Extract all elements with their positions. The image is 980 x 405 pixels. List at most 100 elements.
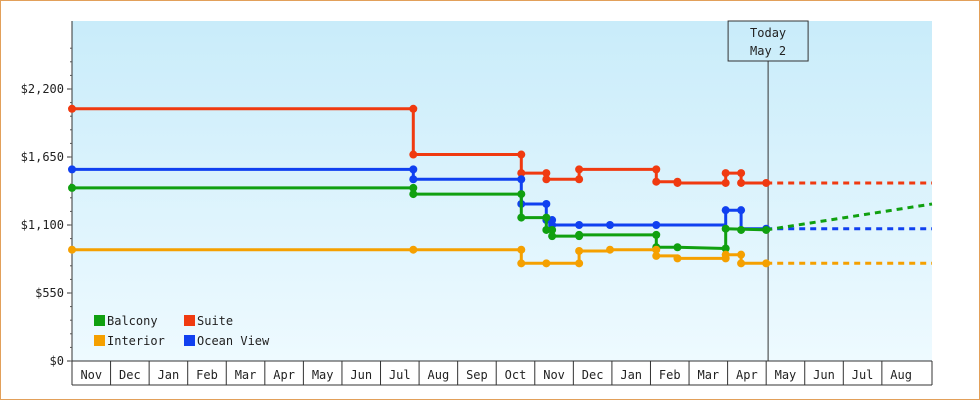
month-label: Apr xyxy=(736,368,758,382)
data-point-suite xyxy=(721,169,730,178)
data-point-suite xyxy=(652,165,661,174)
data-point-interior xyxy=(605,245,614,254)
y-tick-label: $550 xyxy=(35,286,64,300)
data-point-interior xyxy=(652,251,661,260)
legend-swatch-balcony xyxy=(94,315,105,326)
month-label: Mar xyxy=(697,368,719,382)
data-point-balcony xyxy=(721,224,730,233)
data-point-ocean-view xyxy=(605,221,614,229)
data-point-suite xyxy=(673,178,682,187)
data-point-suite xyxy=(762,178,771,187)
today-label: Today xyxy=(750,26,786,40)
legend: Balcony Suite Interior Ocean View xyxy=(94,314,270,348)
data-point-interior xyxy=(517,259,526,268)
legend-label-interior: Interior xyxy=(107,334,165,348)
data-point-interior xyxy=(409,245,418,254)
data-point-balcony xyxy=(737,225,746,234)
month-label: May xyxy=(312,368,334,382)
y-tick-label: $2,200 xyxy=(21,82,64,96)
month-label: Jul xyxy=(852,368,874,382)
data-point-interior xyxy=(737,259,746,268)
data-point-ocean-view xyxy=(68,165,76,174)
month-label: Nov xyxy=(543,368,565,382)
data-point-balcony xyxy=(548,232,557,241)
data-point-ocean-view xyxy=(409,165,418,174)
data-point-ocean-view xyxy=(652,221,661,229)
data-point-ocean-view xyxy=(517,175,526,184)
data-point-interior xyxy=(517,245,526,254)
data-point-balcony xyxy=(517,213,526,222)
month-label: Nov xyxy=(80,368,102,382)
data-point-interior xyxy=(673,254,682,263)
today-date: May 2 xyxy=(750,44,786,58)
data-point-interior xyxy=(721,250,730,259)
month-label: Jan xyxy=(158,368,180,382)
data-point-suite xyxy=(737,169,746,178)
plot-background xyxy=(72,21,932,361)
data-point-balcony xyxy=(575,230,584,239)
data-point-interior xyxy=(542,259,551,268)
data-point-balcony xyxy=(409,190,418,199)
data-point-suite xyxy=(517,150,526,159)
y-tick-label: $0 xyxy=(50,354,64,368)
legend-label-suite: Suite xyxy=(197,314,233,328)
data-point-interior xyxy=(68,245,76,254)
data-point-balcony xyxy=(517,190,526,199)
month-label: Feb xyxy=(196,368,218,382)
data-point-interior xyxy=(575,246,584,255)
month-label: Oct xyxy=(505,368,527,382)
data-point-balcony xyxy=(542,213,551,222)
data-point-suite xyxy=(652,177,661,186)
data-point-ocean-view xyxy=(409,175,418,184)
data-point-ocean-view xyxy=(575,221,584,229)
data-point-balcony xyxy=(548,225,557,234)
data-point-balcony xyxy=(652,230,661,239)
y-tick-label: $1,650 xyxy=(21,150,64,164)
month-label: Aug xyxy=(890,368,912,382)
data-point-interior xyxy=(652,245,661,254)
data-point-interior xyxy=(737,250,746,259)
today-box xyxy=(727,20,809,62)
month-label: Jun xyxy=(813,368,835,382)
data-point-suite xyxy=(409,104,418,113)
data-point-suite xyxy=(737,178,746,187)
month-label: Aug xyxy=(428,368,450,382)
data-point-ocean-view xyxy=(721,206,730,215)
data-point-balcony xyxy=(673,243,682,252)
month-label: May xyxy=(775,368,797,382)
data-point-suite xyxy=(721,178,730,187)
data-point-ocean-view xyxy=(542,199,551,208)
month-label: Dec xyxy=(119,368,141,382)
y-tick-label: $1,100 xyxy=(21,218,64,232)
legend-label-balcony: Balcony xyxy=(107,314,158,328)
month-label: Sep xyxy=(466,368,488,382)
legend-swatch-suite xyxy=(184,315,195,326)
legend-swatch-interior xyxy=(94,335,105,346)
series-projection-balcony xyxy=(765,202,933,232)
data-point-ocean-view xyxy=(737,206,746,215)
series-layer xyxy=(68,104,933,268)
data-point-suite xyxy=(517,169,526,178)
data-point-balcony xyxy=(542,225,551,234)
month-label: Jun xyxy=(350,368,372,382)
month-label: Apr xyxy=(273,368,295,382)
data-point-balcony xyxy=(409,183,418,192)
data-point-suite xyxy=(409,150,418,159)
month-label: Feb xyxy=(659,368,681,382)
data-point-suite xyxy=(68,104,76,113)
data-point-balcony xyxy=(68,183,76,192)
legend-swatch-ocean-view xyxy=(184,335,195,346)
data-point-suite xyxy=(575,165,584,174)
today-marker: Today May 2 xyxy=(727,20,809,361)
x-axis: Nov Dec Jan Feb Mar Apr May Jun Jul Aug Sep Oct Nov D… xyxy=(71,360,933,386)
data-point-balcony xyxy=(721,244,730,253)
data-point-interior xyxy=(762,259,771,268)
data-point-balcony xyxy=(762,225,771,234)
data-point-interior xyxy=(575,259,584,268)
month-label: Dec xyxy=(582,368,604,382)
data-point-suite xyxy=(575,175,584,184)
legend-label-ocean-view: Ocean View xyxy=(197,334,270,348)
y-axis: $0 $550 $1,100 $1,650 $2,200 xyxy=(21,21,73,368)
